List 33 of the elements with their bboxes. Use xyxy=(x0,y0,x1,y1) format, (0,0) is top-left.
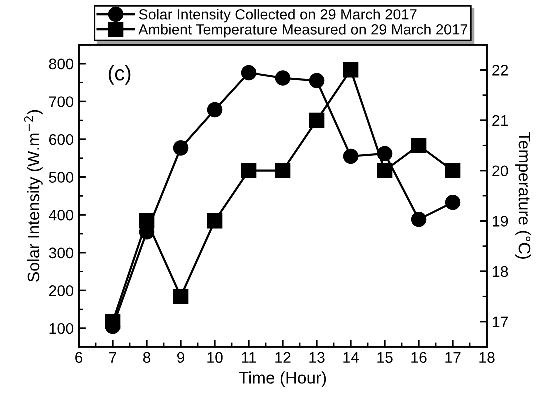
y-tick-label: 200 xyxy=(49,286,74,296)
y2-tick-label: 21 xyxy=(492,115,508,126)
y2-tick-label: 19 xyxy=(493,216,508,227)
y-tick-label: 600 xyxy=(49,134,74,146)
y-tick-label: 700 xyxy=(49,96,74,108)
x-tick-label: 11 xyxy=(242,352,256,363)
x-axis-title: Time (Hour) xyxy=(239,372,326,388)
x-tick-label: 9 xyxy=(177,352,185,364)
y-tick-label: 400 xyxy=(49,210,74,221)
y-axis-title: Solar Intensity (W.m$^{−2}$) xyxy=(24,110,43,282)
y-tick-label: 800 xyxy=(49,58,74,70)
y-tick-label: 300 xyxy=(49,248,74,259)
y2-tick-label: 20 xyxy=(492,166,508,177)
x-tick-label: 15 xyxy=(378,352,393,364)
legend-label: Ambient Temperature Measured on 29 March 2017 xyxy=(138,24,468,38)
x-tick-label: 13 xyxy=(310,352,325,364)
x-tick-label: 14 xyxy=(344,352,360,363)
x-tick-label: 18 xyxy=(480,352,495,364)
x-tick-label: 16 xyxy=(412,352,427,364)
annotation: (c) xyxy=(108,65,131,85)
x-tick-label: 12 xyxy=(276,352,291,363)
x-tick-label: 8 xyxy=(143,352,151,364)
x-tick-label: 17 xyxy=(446,352,461,363)
y-tick-label: 100 xyxy=(50,323,74,334)
x-tick-label: 6 xyxy=(76,352,83,364)
y2-tick-label: 18 xyxy=(493,266,508,278)
legend-label: Solar Intensity Collected on 29 March 2017 xyxy=(139,9,417,23)
y2-tick-label: 17 xyxy=(493,316,508,328)
y2-axis-title: Temperature (°C) xyxy=(516,132,532,259)
y2-tick-label: 22 xyxy=(492,65,508,76)
x-tick-label: 10 xyxy=(208,352,223,364)
y-tick-label: 500 xyxy=(49,172,74,183)
x-tick-label: 7 xyxy=(110,352,116,363)
